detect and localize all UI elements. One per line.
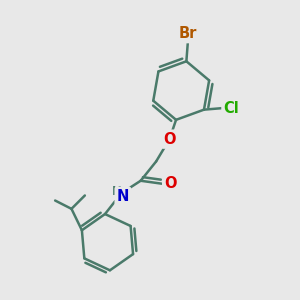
Text: O: O: [163, 132, 176, 147]
Text: O: O: [164, 176, 177, 191]
Text: Cl: Cl: [224, 101, 239, 116]
Text: Br: Br: [179, 26, 197, 41]
Text: N: N: [117, 189, 129, 204]
Text: H: H: [112, 185, 122, 198]
